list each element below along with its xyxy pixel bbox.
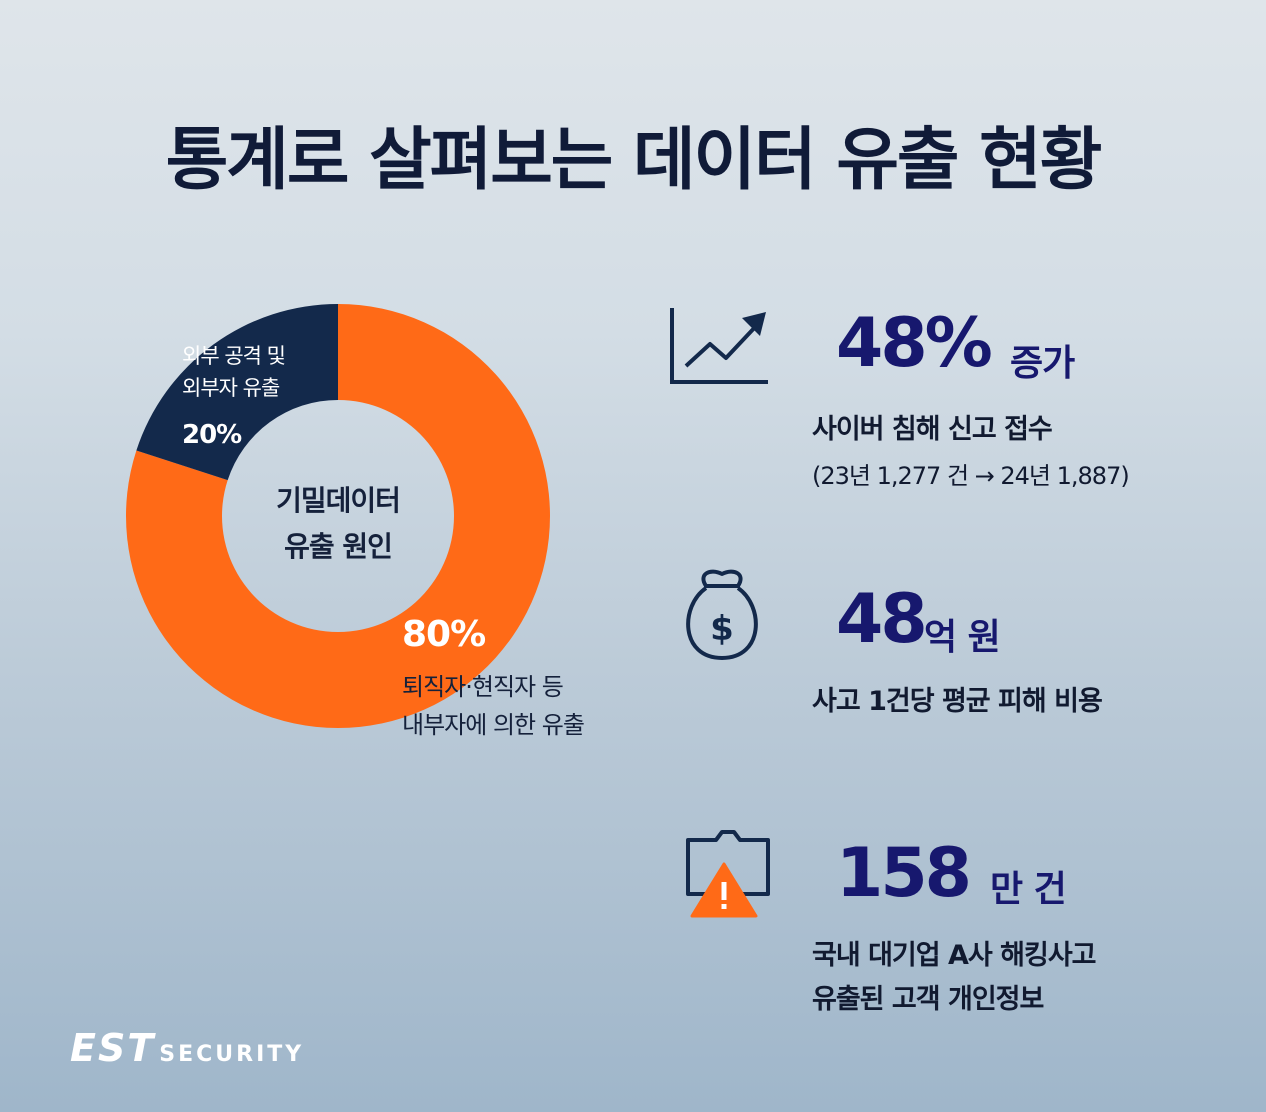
center-label-line-1: 기밀데이터	[276, 484, 401, 517]
internal-slice-value: 80%	[402, 614, 486, 655]
warning-folder-icon	[686, 830, 770, 918]
page-title: 통계로 살펴보는 데이터 유출 현황	[165, 121, 1103, 200]
pie-slice-internal	[125, 304, 551, 728]
internal-label-line-2: 내부자에 의한 유출	[402, 711, 585, 739]
stat-increase-sub: (23년 1,277 건 → 24년 1,887)	[812, 462, 1130, 490]
stat-cost-value: 48	[836, 580, 928, 659]
pie-slice-external	[136, 304, 338, 481]
external-label-line-2: 외부자 유출	[182, 376, 280, 400]
stat-cost-unit: 억 원	[924, 617, 1001, 658]
center-label-line-2: 유출 원인	[284, 530, 393, 563]
internal-slice-label: 퇴직자·현직자 등 내부자에 의한 유출	[402, 668, 585, 744]
stat-cost-desc: 사고 1건당 평균 피해 비용	[812, 686, 1103, 717]
est-security-logo: EST SECURITY	[70, 1026, 304, 1070]
external-slice-value: 20%	[182, 420, 242, 450]
stat-records-desc-line-1: 국내 대기업 A사 해킹사고	[812, 940, 1096, 971]
stat-increase-value: 48%	[836, 304, 993, 383]
stat-records-desc-line-2: 유출된 고객 개인정보	[812, 984, 1044, 1015]
stat-records-value: 158	[836, 834, 972, 913]
stat-records-unit: 만 건	[990, 869, 1067, 910]
svg-text:$: $	[710, 609, 734, 649]
trend-chart-icon	[670, 308, 768, 384]
logo-main-text: EST	[70, 1026, 156, 1070]
external-slice-label: 외부 공격 및 외부자 유출	[182, 340, 286, 404]
donut-center-label: 기밀데이터 유출 원인	[234, 478, 442, 570]
logo-sub-text: SECURITY	[159, 1042, 305, 1067]
stat-increase-desc: 사이버 침해 신고 접수	[812, 414, 1053, 445]
internal-label-line-1: 퇴직자·현직자 등	[402, 673, 564, 701]
stat-records-desc: 국내 대기업 A사 해킹사고 유출된 고객 개인정보	[812, 934, 1096, 1022]
money-bag-icon: $	[686, 569, 758, 661]
external-label-line-1: 외부 공격 및	[182, 344, 286, 368]
stat-increase-unit: 증가	[1010, 343, 1075, 384]
